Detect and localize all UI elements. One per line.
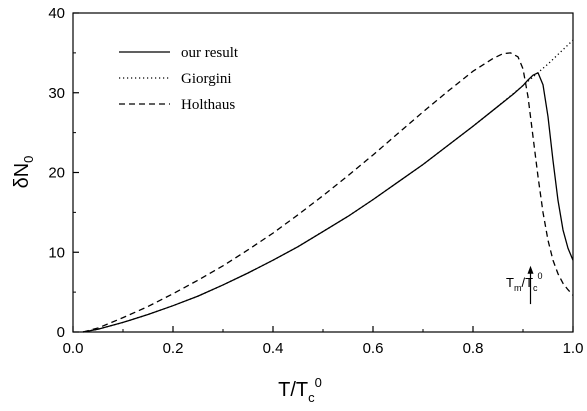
legend-label-giorgini: Giorgini [181, 71, 232, 87]
x-tick-label: 0.4 [263, 340, 284, 357]
y-tick-label: 30 [48, 85, 65, 102]
y-axis-label-sub: 0 [21, 156, 36, 163]
legend-label-holthaus: Holthaus [181, 97, 235, 113]
x-tick-label: 0.8 [463, 340, 484, 357]
series-layer [82, 39, 574, 333]
y-tick-label: 10 [48, 244, 65, 261]
x-tick-label: 0.6 [363, 340, 384, 357]
annotation-label-sub2: c [533, 283, 538, 293]
x-axis-label-sup: 0 [315, 375, 322, 390]
annotation: Tm/Tc0 [506, 265, 543, 305]
x-tick-label: 0.2 [163, 340, 184, 357]
x-axis-label: T/Tc0 [278, 375, 322, 405]
annotation-label-sup: 0 [538, 271, 543, 281]
series-line-giorgini [82, 39, 574, 333]
y-tick-label: 20 [48, 165, 65, 182]
y-axis-label: δN0 [11, 156, 36, 189]
axis-ticks: 0.0 0.2 0.4 0.6 0.8 1.0 0 10 20 30 40 [48, 5, 583, 357]
y-axis-label-main: δN [11, 163, 33, 189]
y-tick-label: 40 [48, 5, 65, 22]
annotation-label-sub: m [514, 283, 522, 293]
legend: our result Giorgini Holthaus [119, 45, 239, 113]
y-tick-label: 0 [57, 324, 65, 341]
series-line-holthaus [82, 52, 574, 333]
annotation-label-main: T [506, 275, 514, 290]
annotation-label: Tm/Tc0 [506, 271, 543, 293]
series-line-our-result [82, 72, 574, 333]
x-tick-label: 1.0 [563, 340, 584, 357]
legend-label-our-result: our result [181, 45, 239, 61]
x-tick-label: 0.0 [63, 340, 84, 357]
annotation-arrow-head [527, 265, 534, 274]
plot-frame [72, 12, 574, 333]
x-axis-label-main: T/T [278, 379, 308, 401]
x-axis-label-sub: c [308, 390, 315, 405]
annotation-label-mid: /T [521, 275, 533, 290]
